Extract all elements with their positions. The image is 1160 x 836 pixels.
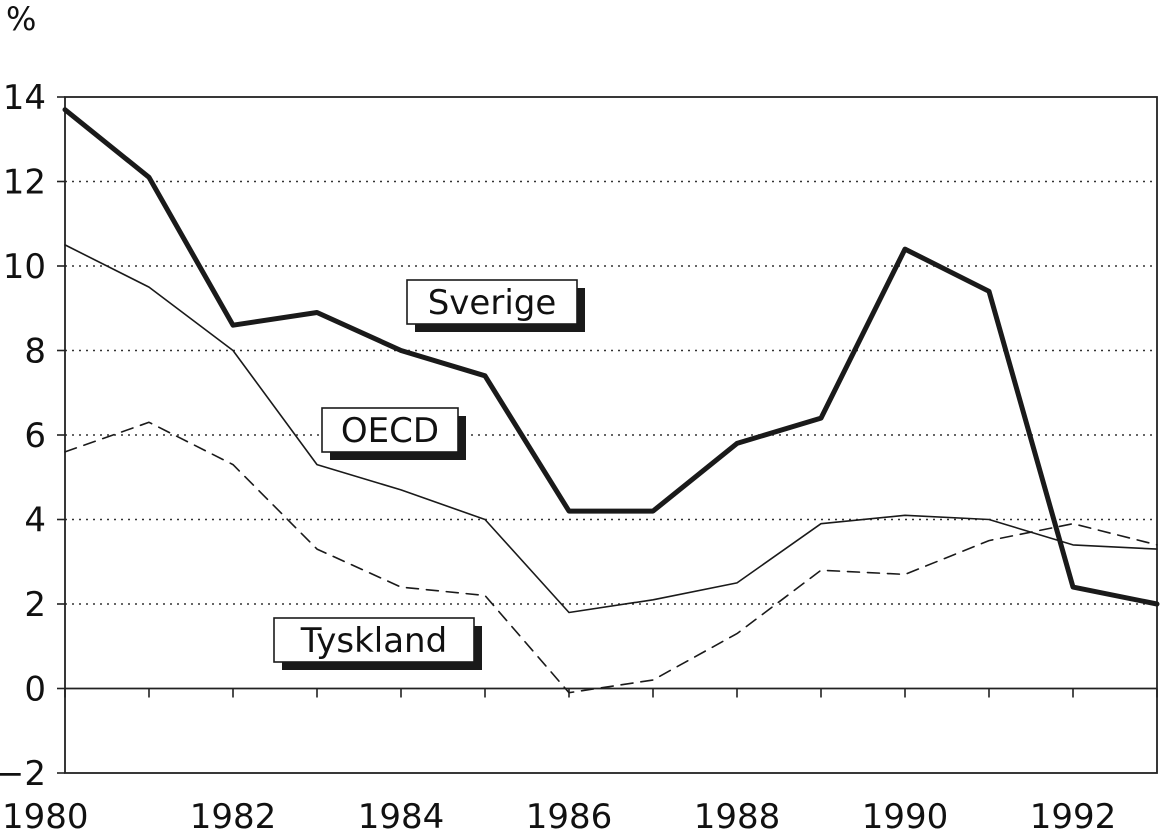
legend-box: [321, 407, 459, 453]
x-tick-label: 1982: [190, 797, 277, 832]
y-axis-unit-label: %: [6, 0, 36, 38]
axes: −2 0 2 4 6 8 10 12 14 1980 1982 1984 1986 1988 1990 199…: [0, 78, 1158, 836]
x-tick-label: 1980: [2, 797, 89, 832]
legend-text: Tyskland: [300, 621, 447, 661]
x-tick-label: 1988: [694, 797, 781, 832]
series-line-sverige: [62, 107, 1160, 607]
gridlines: [65, 180, 1157, 605]
legend-label-sverige: Sverige: [406, 279, 585, 332]
y-tick-label: 6: [24, 416, 46, 456]
y-tick-label: 4: [24, 501, 46, 541]
series-line-tyskland: [64, 421, 1158, 694]
series-lines: [62, 107, 1160, 694]
x-tick-label: 1986: [526, 797, 613, 832]
legend-box: [406, 279, 578, 325]
legend-label-oecd: OECD: [321, 407, 466, 460]
legend-label-tyskland: Tyskland: [273, 617, 482, 670]
y-tick-label: 0: [24, 670, 46, 710]
legend-text: Sverige: [428, 283, 557, 323]
y-tick-label: 8: [24, 332, 46, 372]
y-tick-label: 10: [3, 247, 46, 287]
x-tick-label: 1984: [358, 797, 445, 832]
legend-box: [273, 617, 475, 663]
x-tick-label: 1992: [1030, 797, 1117, 832]
x-tick-label: 1990: [862, 797, 949, 832]
legend-text: OECD: [341, 411, 439, 451]
y-tick-label: 12: [3, 163, 46, 203]
series-line-oecd: [64, 244, 1158, 614]
y-tick-label: −2: [0, 754, 46, 794]
y-tick-label: 14: [3, 78, 46, 118]
y-tick-label: 2: [24, 585, 46, 625]
legend: Sverige OECD Tyskland: [273, 279, 585, 670]
